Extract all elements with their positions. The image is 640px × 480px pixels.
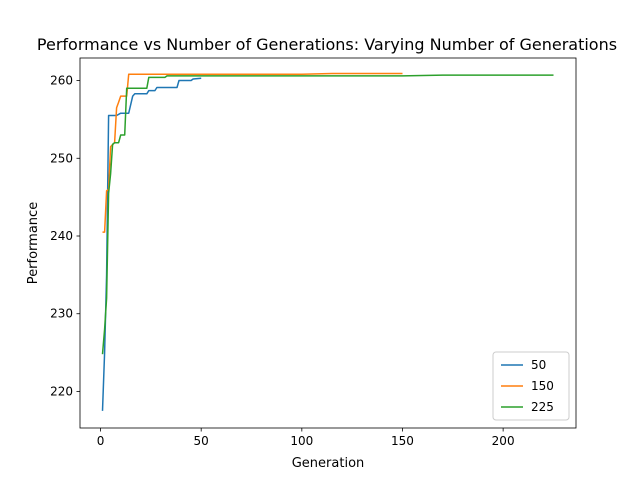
legend: 50 150 225 — [492, 351, 570, 421]
legend-label-150: 150 — [531, 379, 554, 393]
y-tick-label: 260 — [50, 74, 73, 88]
plot-series — [101, 72, 554, 411]
series-line-150 — [102, 72, 403, 233]
series-line-50 — [101, 77, 202, 411]
x-tick-label: 0 — [97, 434, 105, 448]
y-tick-label: 220 — [50, 384, 73, 398]
plot-frame — [79, 57, 577, 429]
x-axis-ticks: 0 50 100 150 200 — [97, 428, 515, 448]
x-tick-label: 50 — [194, 434, 209, 448]
legend-box — [492, 351, 570, 421]
legend-label-225: 225 — [531, 400, 554, 414]
legend-label-50: 50 — [531, 358, 546, 372]
x-tick-label: 200 — [492, 434, 515, 448]
y-tick-label: 230 — [50, 307, 73, 321]
y-axis-label: Performance — [26, 202, 41, 284]
y-tick-label: 250 — [50, 151, 73, 165]
series-line-225 — [101, 74, 554, 355]
y-axis-ticks: 220 230 240 250 260 — [50, 74, 80, 398]
y-tick-label: 240 — [50, 229, 73, 243]
chart-title: Performance vs Number of Generations: Va… — [37, 35, 617, 54]
x-tick-label: 150 — [391, 434, 414, 448]
x-axis-label: Generation — [292, 456, 365, 471]
x-tick-label: 100 — [290, 434, 313, 448]
